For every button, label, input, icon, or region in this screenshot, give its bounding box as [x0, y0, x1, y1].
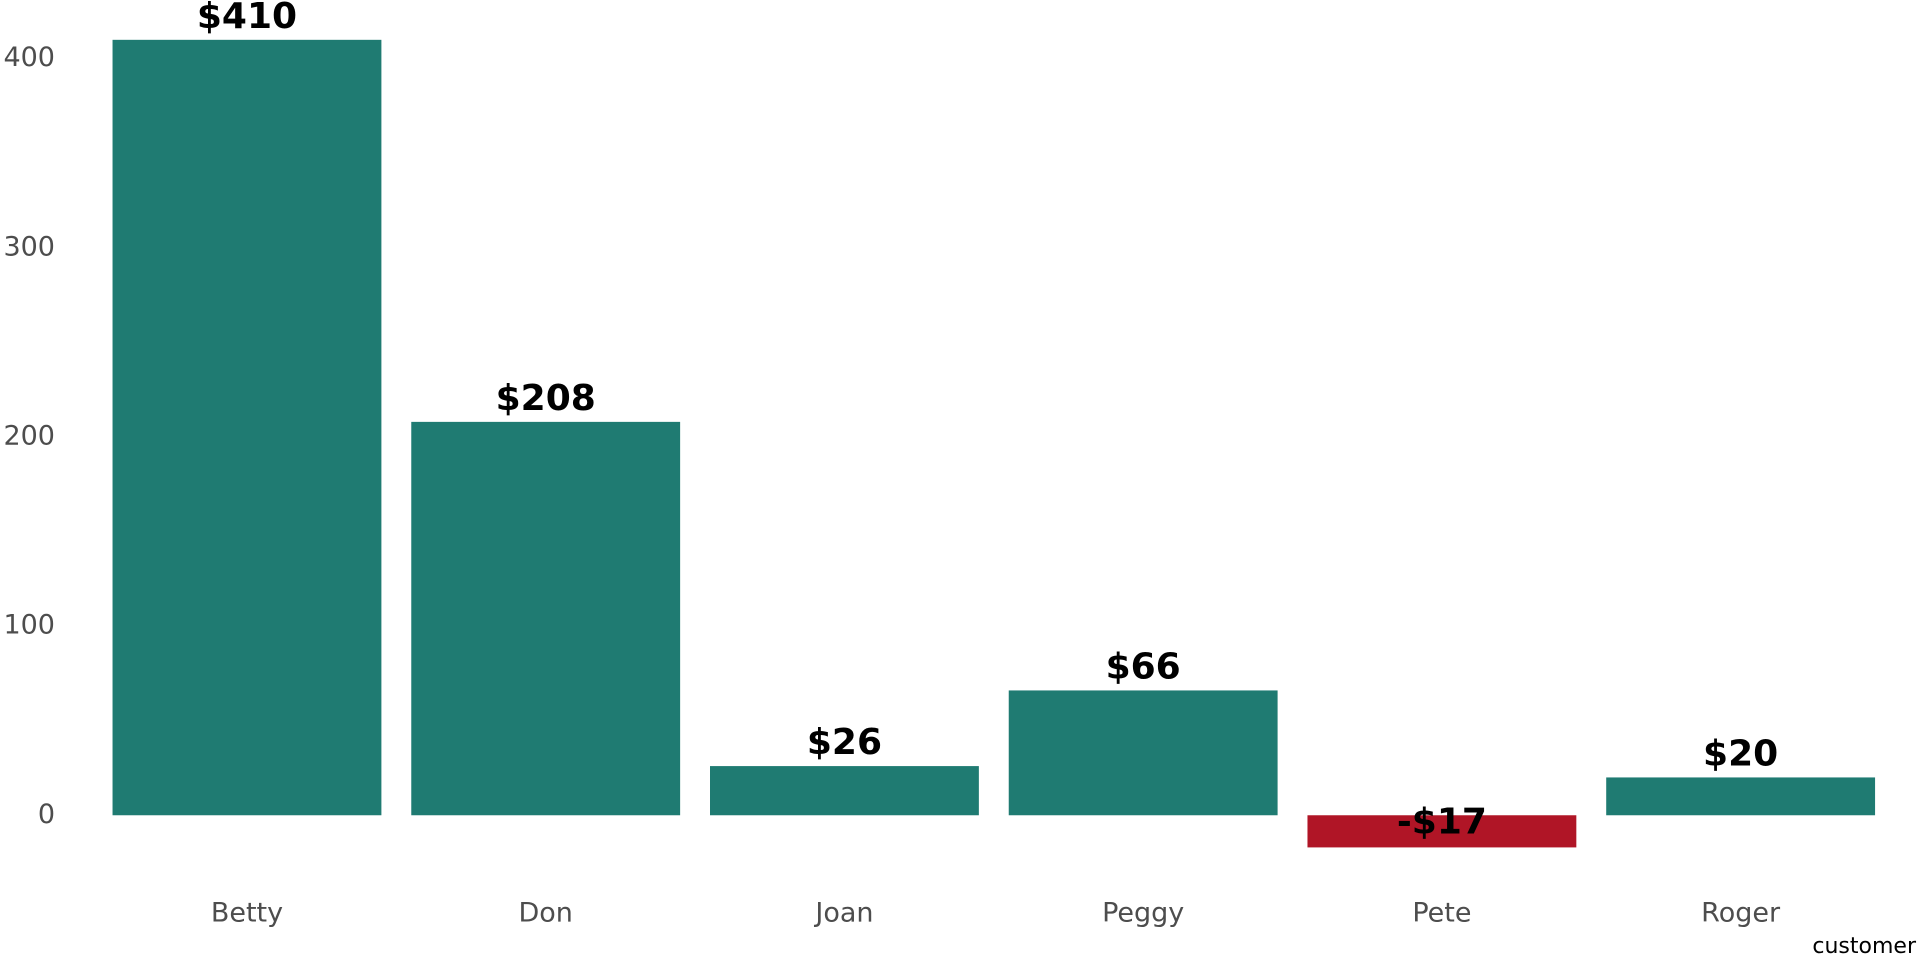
x-tick-label: Pete [1412, 898, 1471, 929]
x-tick-label: Betty [211, 898, 283, 929]
value-label: $26 [807, 722, 882, 763]
value-label: $66 [1106, 646, 1181, 687]
y-tick-label: 200 [3, 421, 55, 452]
x-tick-label: Peggy [1102, 898, 1184, 929]
x-tick-label: Joan [813, 898, 873, 929]
bar [112, 39, 382, 816]
value-label: $208 [496, 378, 596, 419]
bar [710, 766, 979, 816]
value-label: $20 [1703, 733, 1778, 774]
value-label: -$17 [1397, 801, 1487, 842]
value-label: $410 [197, 0, 297, 37]
x-tick-label: Don [518, 898, 572, 929]
bar [1606, 777, 1876, 816]
y-tick-label: 400 [3, 42, 55, 73]
bar [411, 421, 681, 816]
y-tick-label: 100 [3, 610, 55, 641]
bar [1008, 690, 1278, 816]
x-tick-label: Roger [1701, 898, 1781, 929]
y-tick-label: 300 [3, 231, 55, 262]
x-axis-label: customer [1812, 934, 1917, 959]
y-tick-label: 0 [38, 799, 55, 830]
bar [1307, 815, 1577, 848]
